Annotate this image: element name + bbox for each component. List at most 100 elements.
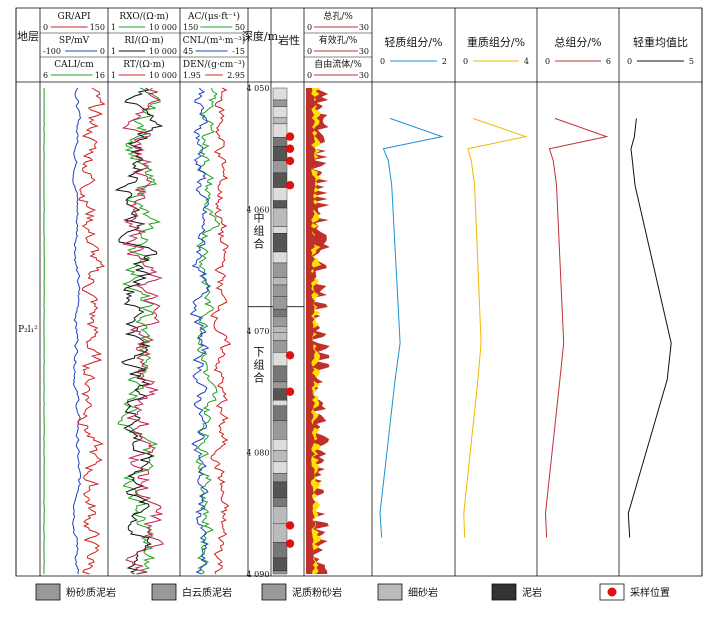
porosity-header-label: 有效孔/% (319, 34, 358, 46)
mudstone-icon (491, 583, 517, 601)
lithology-bed (272, 316, 288, 327)
curve-header-label: CALI/cm (54, 60, 94, 70)
lithology-bed (272, 251, 288, 264)
lithology-bed (272, 542, 288, 559)
legend: 粉砂质泥岩 白云质泥岩 泥质粉砂岩 细砂岩 泥岩 采样位置 (35, 583, 670, 601)
porosity-min-label: 0 (307, 47, 312, 56)
lithology-bed (272, 146, 288, 161)
zone-upper-char: 中 (254, 212, 265, 225)
curve-min-label: 6 (43, 71, 48, 80)
lithology-bed (272, 284, 288, 297)
lithology-bed (272, 160, 288, 174)
curve-max-label: 10 000 (149, 47, 177, 56)
lithology-bed (272, 473, 288, 483)
series-max-label: 2 (442, 57, 447, 66)
series-line (379, 117, 444, 538)
sample-dot (285, 351, 295, 360)
lithology-bed (272, 461, 288, 474)
sample-dot (285, 144, 295, 153)
curve-min-label: -100 (43, 47, 61, 56)
porosity-max-label: 30 (359, 47, 369, 56)
series-line (463, 117, 528, 538)
lithology-bed (272, 99, 288, 107)
lithology-bed (272, 388, 288, 401)
sample-dot (285, 181, 295, 190)
zone-upper-char: 组 (254, 224, 265, 238)
series-max-label: 5 (689, 57, 694, 66)
series-max-label: 6 (606, 57, 611, 66)
legend-label: 泥岩 (522, 586, 542, 599)
lithology-bed (272, 450, 288, 463)
log-curve (121, 87, 165, 575)
lithology-bed (272, 481, 288, 498)
zone-lower-char: 合 (254, 370, 265, 384)
lithology-bed (272, 405, 288, 421)
curve-max-label: 10 000 (149, 23, 177, 32)
log-curve (71, 87, 82, 575)
curve-min-label: 45 (183, 47, 193, 56)
curve-max-label: 16 (95, 71, 105, 80)
curve-min-label: 1 (111, 71, 116, 80)
depth-tick-label: 4 080 (247, 449, 270, 458)
lithology-bed (272, 326, 288, 333)
depth-tick-label: 4 090 (247, 570, 270, 579)
lithology-bed (272, 506, 288, 525)
legend-label: 粉砂质泥岩 (66, 586, 116, 599)
curve-min-label: 1.95 (183, 71, 201, 80)
lithology-bed (272, 523, 288, 543)
zone-upper-char: 合 (254, 237, 265, 251)
sample-dot (285, 387, 295, 396)
lithology-bed (272, 277, 288, 286)
lithology-bed (272, 570, 288, 575)
lithology-bed (272, 352, 288, 367)
zone-lower-char: 下 (254, 345, 265, 358)
porosity-max-label: 30 (359, 71, 369, 80)
depth-tick-label: 4 050 (247, 84, 270, 93)
lithology-header: 岩性 (278, 33, 300, 47)
curve-max-label: -15 (232, 47, 245, 56)
lithology-bed (272, 420, 288, 440)
lithology-bed (272, 332, 288, 341)
legend-label: 细砂岩 (408, 586, 438, 599)
sample-dot-icon (607, 587, 617, 597)
curve-header-label: CNL/(m³·m⁻³) (183, 35, 246, 46)
lithology-bed (272, 87, 288, 101)
lithology-bed (272, 123, 288, 138)
lithology-bed (272, 439, 288, 451)
porosity-header-label: 自由流体/% (314, 58, 362, 70)
curve-max-label: 150 (90, 23, 105, 32)
log-curve (189, 87, 210, 575)
porosity-fill (306, 88, 316, 574)
curve-max-label: 10 000 (149, 71, 177, 80)
lithology-bed (272, 557, 288, 572)
lithology-bed (272, 226, 288, 234)
curve-header-label: DEN/(g·cm⁻³) (183, 59, 245, 70)
curve-header-label: RI/(Ω·m) (124, 35, 163, 46)
log-curve (77, 87, 106, 575)
lithology-bed (272, 233, 288, 253)
sample-dot (285, 521, 295, 530)
lithology-bed (272, 117, 288, 125)
curve-header-label: RXO/(Ω·m) (119, 11, 168, 22)
argillaceous-siltstone-icon (261, 583, 287, 601)
series-max-label: 4 (524, 57, 529, 66)
sample-dot (285, 132, 295, 141)
log-curve (43, 88, 45, 575)
lithology-bed (272, 262, 288, 278)
dolomitic-mudstone-icon (151, 583, 177, 601)
legend-label: 泥质粉砂岩 (292, 586, 342, 599)
lithology-bed (272, 497, 288, 507)
log-curve (117, 87, 162, 575)
curve-max-label: 0 (100, 47, 105, 56)
series-line (544, 117, 609, 538)
series-header-label: 轻质组分/% (384, 35, 442, 49)
curve-header-label: RT/(Ω·m) (123, 59, 165, 70)
zone-lower-char: 组 (254, 357, 265, 371)
formation-label: P₂l₁² (18, 325, 38, 335)
sample-dot (285, 156, 295, 166)
lithology-bed (272, 106, 288, 119)
curve-header-label: AC/(μs·ft⁻¹) (187, 11, 240, 22)
